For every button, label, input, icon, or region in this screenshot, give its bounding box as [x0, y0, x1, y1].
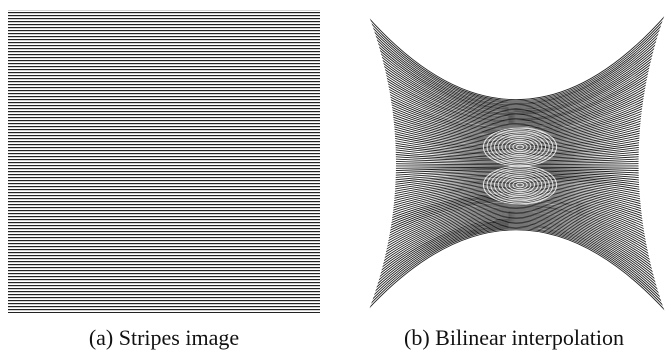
stripe	[360, 32, 671, 110]
interpolated-image	[360, 8, 671, 318]
stripes-image	[8, 10, 320, 313]
stripe	[360, 217, 671, 288]
caption: (a) Stripes image	[89, 325, 239, 350]
figure: (a) Stripes image (b) Bilinear interpola…	[0, 0, 671, 360]
panel-b: (b) Bilinear interpolation	[360, 8, 671, 350]
caption: (b) Bilinear interpolation	[404, 325, 624, 350]
stripe	[360, 222, 671, 300]
panel-a: (a) Stripes image	[8, 10, 320, 350]
